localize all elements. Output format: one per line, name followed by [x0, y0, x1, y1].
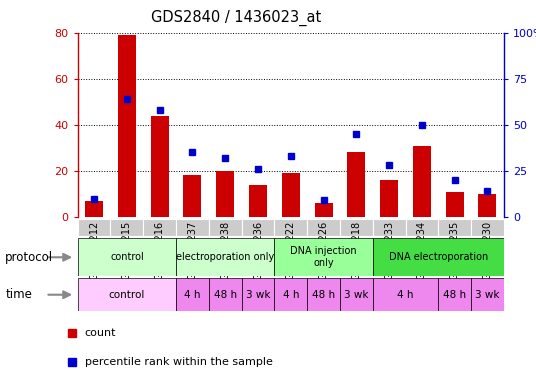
Text: 3 wk: 3 wk [344, 290, 369, 300]
Text: GSM154233: GSM154233 [384, 221, 394, 280]
Bar [249, 185, 267, 217]
Bar [151, 116, 169, 217]
Bar [315, 203, 332, 217]
FancyBboxPatch shape [274, 238, 373, 276]
Bar [479, 194, 496, 217]
Bar [282, 173, 300, 217]
Text: GSM154218: GSM154218 [351, 221, 361, 280]
Bar [445, 192, 464, 217]
FancyBboxPatch shape [209, 278, 242, 311]
FancyBboxPatch shape [274, 219, 307, 236]
Text: GSM154215: GSM154215 [122, 221, 132, 280]
Text: 3 wk: 3 wk [245, 290, 270, 300]
Text: time: time [5, 288, 32, 301]
Bar [216, 171, 234, 217]
FancyBboxPatch shape [78, 238, 176, 276]
FancyBboxPatch shape [438, 278, 471, 311]
FancyBboxPatch shape [471, 219, 504, 236]
Text: 48 h: 48 h [214, 290, 237, 300]
FancyBboxPatch shape [307, 278, 340, 311]
Bar [118, 35, 136, 217]
Text: protocol: protocol [5, 251, 54, 264]
FancyBboxPatch shape [274, 278, 307, 311]
Text: GSM154238: GSM154238 [220, 221, 230, 280]
FancyBboxPatch shape [373, 278, 438, 311]
FancyBboxPatch shape [242, 278, 274, 311]
FancyBboxPatch shape [176, 238, 274, 276]
Text: 4 h: 4 h [397, 290, 414, 300]
FancyBboxPatch shape [78, 278, 176, 311]
Text: GSM154216: GSM154216 [155, 221, 165, 280]
Text: 3 wk: 3 wk [475, 290, 500, 300]
FancyBboxPatch shape [438, 219, 471, 236]
FancyBboxPatch shape [340, 219, 373, 236]
FancyBboxPatch shape [373, 219, 406, 236]
Text: GSM154234: GSM154234 [417, 221, 427, 280]
Text: 4 h: 4 h [184, 290, 200, 300]
FancyBboxPatch shape [373, 238, 504, 276]
Text: GSM154236: GSM154236 [253, 221, 263, 280]
FancyBboxPatch shape [143, 219, 176, 236]
Bar [183, 175, 202, 217]
Text: GSM154212: GSM154212 [89, 221, 99, 280]
Text: 48 h: 48 h [443, 290, 466, 300]
FancyBboxPatch shape [340, 278, 373, 311]
Text: GSM154226: GSM154226 [318, 221, 329, 280]
Text: percentile rank within the sample: percentile rank within the sample [85, 357, 273, 367]
FancyBboxPatch shape [209, 219, 242, 236]
FancyBboxPatch shape [406, 219, 438, 236]
Text: DNA injection
only: DNA injection only [291, 247, 357, 268]
Text: count: count [85, 328, 116, 338]
Bar [347, 152, 366, 217]
FancyBboxPatch shape [307, 219, 340, 236]
FancyBboxPatch shape [471, 278, 504, 311]
Text: GDS2840 / 1436023_at: GDS2840 / 1436023_at [151, 10, 321, 26]
Text: 48 h: 48 h [312, 290, 335, 300]
FancyBboxPatch shape [176, 278, 209, 311]
Text: GSM154237: GSM154237 [188, 221, 197, 280]
FancyBboxPatch shape [110, 219, 143, 236]
Text: GSM154222: GSM154222 [286, 221, 296, 280]
Text: control: control [110, 252, 144, 262]
Text: control: control [109, 290, 145, 300]
Text: DNA electroporation: DNA electroporation [389, 252, 488, 262]
Bar [413, 146, 431, 217]
FancyBboxPatch shape [78, 219, 110, 236]
Bar [380, 180, 398, 217]
FancyBboxPatch shape [242, 219, 274, 236]
Bar [85, 201, 103, 217]
Text: electroporation only: electroporation only [176, 252, 274, 262]
Text: 4 h: 4 h [282, 290, 299, 300]
Text: GSM154235: GSM154235 [450, 221, 460, 280]
Text: GSM154230: GSM154230 [482, 221, 493, 280]
FancyBboxPatch shape [176, 219, 209, 236]
